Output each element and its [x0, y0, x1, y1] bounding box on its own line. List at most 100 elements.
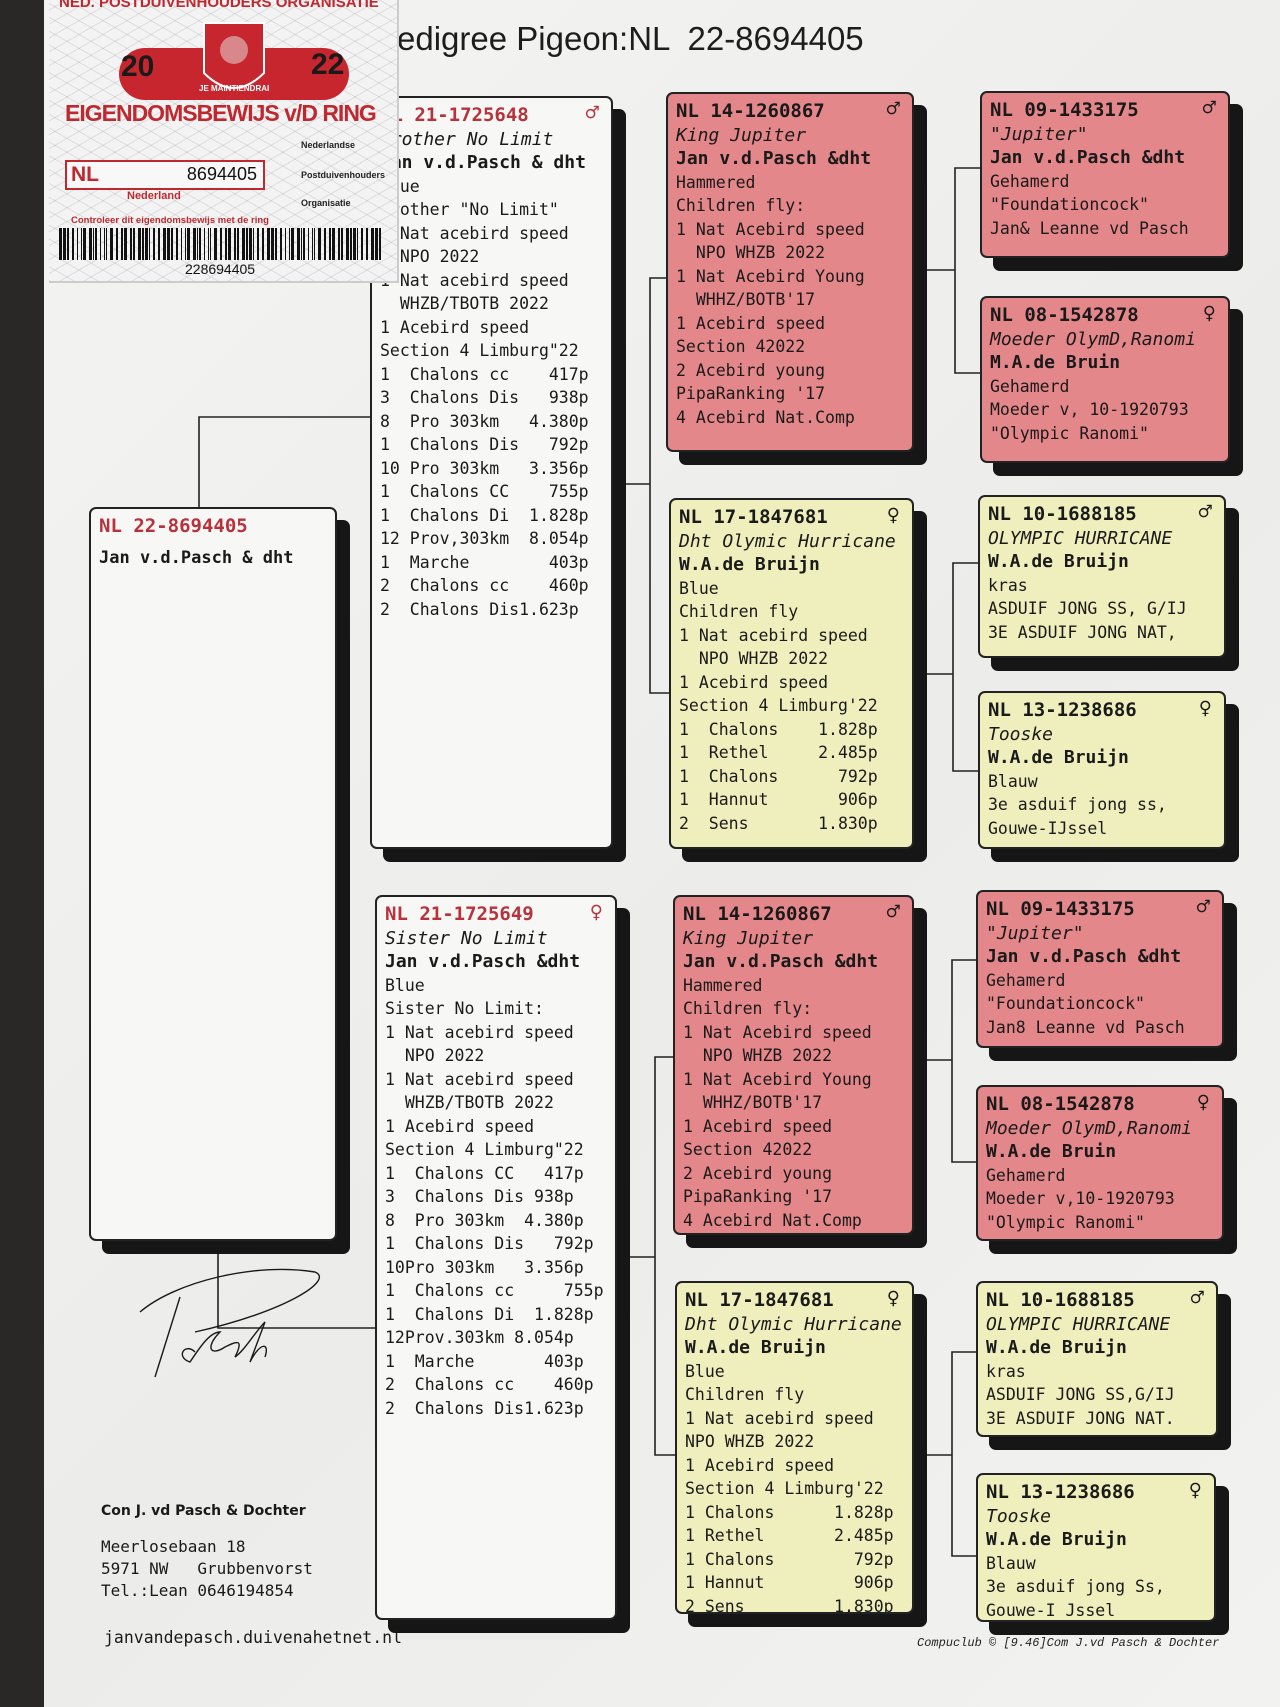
barcode-bar [187, 228, 190, 260]
barcode-bar [133, 228, 135, 260]
info-line: 1 Acebird speed [385, 1116, 535, 1136]
barcode-bar [72, 228, 74, 260]
info-line: Blauw [986, 1553, 1036, 1573]
info-line: 10 Pro 303km 3.356p [380, 458, 589, 478]
info-line: 2 Chalons Dis1.623p [380, 599, 579, 619]
card-org-3: Organisatie [301, 198, 351, 208]
info-line: 1 Chalons cc 755p [385, 1281, 604, 1300]
granddam-maternal-box: NL 17-1847681 ♀ Dht Olymic Hurricane W.A.de… [675, 1281, 914, 1614]
barcode-bar [167, 228, 170, 260]
info-line: Hammered [676, 172, 756, 192]
card-ring-number: 8694405 [186, 164, 257, 184]
dam-box: NL 21-1725649 ♀ Sister No Limit Jan v.d.Pas… [375, 895, 617, 1620]
info-line: 1 Chalons cc 417p [380, 364, 589, 384]
male-symbol-icon: ♂ [1198, 500, 1212, 525]
male-symbol-icon: ♂ [1202, 96, 1216, 121]
ring-number: NL 13-1238686 [986, 1481, 1135, 1503]
info-line: "Foundationcock" [986, 994, 1145, 1013]
pigeon-name: King Jupiter [683, 927, 814, 949]
info-line: 1 Nat Acebird Young [676, 266, 865, 286]
address-street: Meerlosebaan 18 [101, 1537, 246, 1556]
pigeon-name: Sister No Limit [385, 927, 548, 949]
owner-name: Jan v.d.Pasch &dht [986, 946, 1182, 967]
info-line: Blauw [988, 771, 1038, 791]
info-line: 2 Sens 1.830p [679, 813, 878, 833]
info-line: 1 Chalons Di 1.828p [385, 1304, 594, 1324]
info-line: Hammered [683, 975, 763, 995]
barcode-bar [210, 228, 211, 260]
barcode-bar [116, 228, 118, 260]
ring-number: NL 17-1847681 [685, 1289, 834, 1311]
barcode-bar [204, 228, 205, 260]
card-ring-field: NL 8694405 [65, 160, 265, 190]
info-line: "Olympic Ranomi" [990, 423, 1149, 443]
info-line: 12 Prov,303km 8.054p [380, 529, 589, 548]
info-line: 1 Nat acebird speed [380, 223, 569, 243]
male-symbol-icon: ♂ [1190, 1286, 1204, 1311]
owner-name: Jan v.d.Pasch &dht [990, 147, 1186, 168]
great-grandparent-box: NL 08-1542878 ♀ Moeder OlymD,Ranomi M.A.de … [980, 296, 1230, 463]
owner-name: Jan v.d.Pasch & dht [380, 152, 586, 173]
barcode-bar [314, 228, 315, 260]
owner-name: W.A.de Bruijn [679, 554, 820, 575]
website-link[interactable]: janvandepasch.duivenahetnet.nl [104, 1628, 403, 1647]
info-line: 1 Chalons Di 1.828p [380, 505, 589, 525]
info-line: PipaRanking '17 [676, 384, 826, 403]
barcode-bar [234, 228, 236, 260]
barcode-bar [181, 228, 182, 260]
barcode-bar [308, 228, 309, 260]
info-line: NPO 2022 [380, 247, 480, 266]
barcode-bar [366, 228, 368, 260]
info-line: 2 Acebird young [676, 360, 826, 380]
signature [139, 1268, 321, 1378]
info-line: 1 Chalons CC 417p [385, 1163, 584, 1183]
barcode-bar [346, 228, 349, 260]
barcode-bar [130, 228, 132, 260]
barcode-bar [228, 228, 231, 260]
barcode-bar [59, 228, 62, 260]
barcode-bar [375, 228, 378, 260]
info-line: Gehamerd [990, 171, 1070, 191]
barcode-bar [81, 228, 82, 260]
barcode-bar [271, 228, 274, 260]
pigeon-name: Moeder OlymD,Ranomi [986, 1117, 1192, 1139]
owner-name: Jan v.d.Pasch &dht [385, 951, 581, 972]
info-line: Children fly [685, 1385, 805, 1404]
breeder-address: Con J. vd Pasch & Dochter Meerlosebaan 1… [101, 1500, 313, 1602]
card-heading: EIGENDOMSBEWIJS v/D RING [65, 100, 377, 126]
owner-name: Jan v.d.Pasch &dht [683, 951, 879, 972]
barcode-bar [110, 228, 113, 260]
info-line: 12Prov.303km 8.054p [385, 1328, 574, 1347]
owner-name: W.A.de Bruijn [986, 1337, 1127, 1358]
owner-name: M.A.de Bruin [990, 352, 1121, 373]
info-line: 3e asduif jong ss, [988, 795, 1167, 814]
info-line: 3E ASDUIF JONG NAT. [986, 1408, 1175, 1428]
info-line: 1 Acebird speed [679, 672, 829, 692]
ring-number: NL 14-1260867 [683, 903, 832, 925]
barcode-bar [145, 228, 148, 260]
info-line: 8 Pro 303km 4.380p [380, 411, 589, 431]
barcode-bar [121, 228, 123, 260]
great-grandparent-box: NL 09-1433175 ♂ "Jupiter" Jan v.d.Pasch &dh… [980, 91, 1230, 258]
barcode-bar [332, 228, 335, 260]
great-grandparent-box: NL 13-1238686 ♀ Tooske W.A.de Bruijn Blauw 3e… [978, 691, 1226, 849]
ring-ownership-card: NED. POSTDUIVENHOUDERS ORGANISATIE 20 22… [49, 0, 399, 283]
barcode-bar [199, 228, 201, 260]
info-line: NPO WHZB 2022 [676, 243, 826, 262]
main-pigeon-box: NL 22-8694405 Jan v.d.Pasch & dht [89, 507, 337, 1241]
pigeon-name: OLYMPIC HURRICANE [986, 1313, 1171, 1335]
barcode-bar [329, 228, 331, 260]
barcode-bar [242, 228, 245, 260]
barcode-bar [257, 228, 259, 260]
barcode-bar [350, 228, 352, 260]
info-line: NPO WHZB 2022 [679, 649, 829, 668]
pigeon-name: Dht Olymic Hurricane [685, 1313, 902, 1335]
info-line: Section 4 Limburg'22 [685, 1479, 884, 1498]
ring-number: NL 21-1725649 [385, 903, 534, 925]
info-line: 1 Nat Acebird Young [683, 1069, 872, 1089]
barcode-bar [312, 228, 313, 260]
pigeon-name: "Jupiter" [990, 123, 1088, 145]
info-line: 1 Chalons Dis 792p [380, 435, 589, 454]
info-line: Gouwe-I Jssel [986, 1600, 1116, 1620]
barcode-bar [253, 228, 254, 260]
